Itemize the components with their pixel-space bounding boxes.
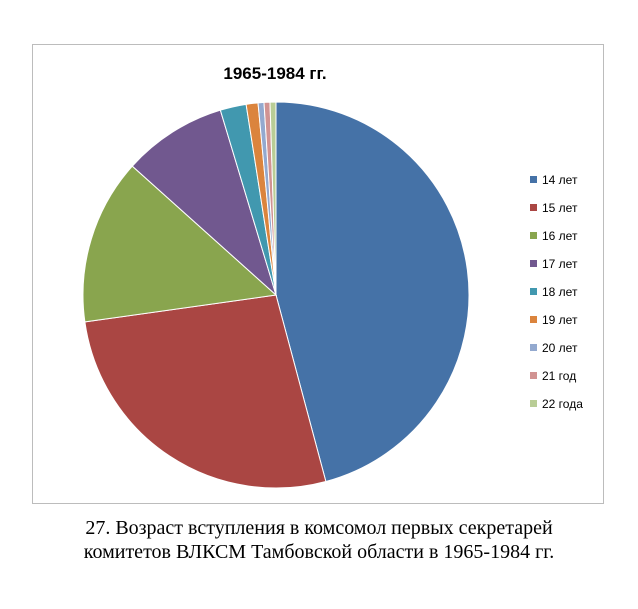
legend-label-2: 15 лет — [542, 201, 578, 215]
caption-line-2: комитетов ВЛКСМ Тамбовской области в 196… — [83, 541, 555, 563]
legend-swatch-2 — [530, 204, 537, 211]
legend-swatch-6 — [530, 316, 537, 323]
legend: 14 лет 15 лет 16 лет 17 лет 18 лет 19 лет 20 л… — [530, 173, 583, 411]
chart-title: 1965-1984 гг. — [223, 64, 326, 83]
legend-label-9: 22 года — [542, 397, 583, 411]
figure-caption: 27. Возраст вступления в комсомол первых… — [0, 516, 638, 564]
legend-label-1: 14 лет — [542, 173, 578, 187]
pie-chart: 1965-1984 гг. 14 лет 15 лет 16 лет 17 лет 18… — [82, 64, 583, 489]
legend-swatch-1 — [530, 176, 537, 183]
legend-swatch-7 — [530, 344, 537, 351]
pie-slice-2 — [84, 294, 327, 489]
legend-label-5: 18 лет — [542, 285, 578, 299]
legend-label-6: 19 лет — [542, 313, 578, 327]
legend-swatch-9 — [530, 400, 537, 407]
pie-slice-3 — [82, 165, 278, 323]
legend-label-4: 17 лет — [542, 257, 578, 271]
pie-slice-4 — [131, 109, 277, 297]
legend-label-3: 16 лет — [542, 229, 578, 243]
legend-swatch-3 — [530, 232, 537, 239]
pie-slice-9 — [269, 101, 277, 296]
legend-swatch-5 — [530, 288, 537, 295]
pie-slices — [82, 101, 470, 489]
caption-line-1: 27. Возраст вступления в комсомол первых… — [85, 517, 553, 539]
legend-swatch-8 — [530, 372, 537, 379]
pie-slice-1 — [275, 101, 470, 483]
legend-label-8: 21 год — [542, 369, 576, 383]
legend-label-7: 20 лет — [542, 341, 578, 355]
legend-swatch-4 — [530, 260, 537, 267]
chart-frame: 1965-1984 гг. 14 лет 15 лет 16 лет 17 лет 18… — [32, 44, 604, 504]
